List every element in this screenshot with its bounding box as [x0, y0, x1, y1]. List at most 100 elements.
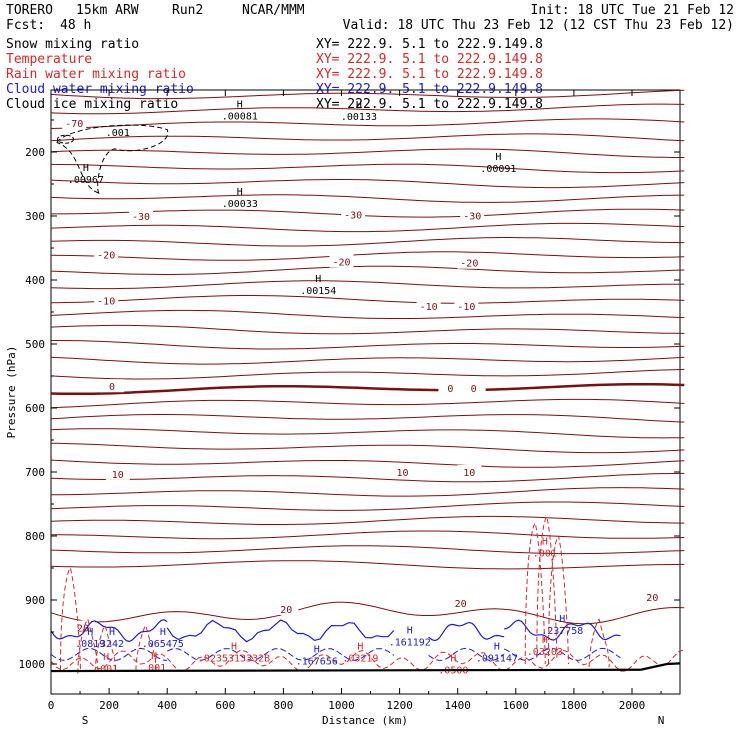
x-axis-south-label: S	[82, 714, 89, 727]
isotherm-line	[50, 515, 685, 525]
rain-high-value: .001	[94, 664, 118, 675]
isotherm-line	[50, 103, 685, 115]
isotherm-line	[50, 265, 685, 276]
cloud-water-contour-dashed	[167, 648, 395, 661]
isotherm-line	[50, 459, 685, 468]
rain-high-marker: H	[450, 654, 456, 665]
snow-high-value: .00154	[300, 286, 336, 297]
x-tick-label: 400	[157, 699, 177, 712]
isotherm-label-bg	[274, 601, 299, 615]
isotherm-line	[50, 442, 685, 454]
isotherm-label: -30	[132, 212, 150, 223]
isotherm-line	[50, 324, 685, 335]
rain-contour	[77, 618, 99, 674]
legend-field-xy: XY= 222.9. 5.1 to 222.9.149.8	[316, 97, 543, 112]
temperature-isotherms	[50, 89, 685, 625]
rain-high-marker: H	[542, 635, 548, 646]
x-tick-label: 800	[273, 699, 293, 712]
x-axis-title: Distance (km)	[322, 714, 408, 727]
snow-contours: .001	[56, 124, 169, 195]
y-axis-title: Pressure (hPa)	[5, 346, 18, 439]
legend-field-name: Cloud ice mixing ratio	[6, 97, 178, 112]
cloud-water-contour	[428, 622, 505, 642]
maxima-labels: H.00081H.00133H.00091H.00967H.00033H.001…	[68, 99, 584, 676]
isotherm-line	[50, 163, 685, 174]
isotherm-line	[51, 340, 685, 350]
model-org: NCAR/MMM	[242, 3, 305, 18]
cloud-water-contour-dashed	[50, 647, 168, 661]
cloud-water-high-value: .161192	[389, 638, 431, 649]
isotherm-label-bg	[457, 465, 482, 478]
isotherm-label-bg	[341, 207, 366, 221]
isotherm-line	[51, 487, 685, 497]
isotherm-line	[50, 428, 685, 439]
isotherm-label: -20	[97, 250, 115, 261]
snow-high-value: .00091	[480, 164, 516, 175]
rain-contour	[588, 618, 610, 668]
y-tick-label: 500	[25, 338, 45, 351]
field-legend: Snow mixing ratio XY= 222.9. 5.1 to 222.9…	[6, 37, 543, 112]
terrain-surface	[50, 662, 681, 673]
isotherm-line	[50, 414, 685, 423]
isotherm-line	[50, 530, 685, 540]
isotherm-label-bg	[94, 247, 119, 261]
cloud-water-contour-dashed	[428, 647, 505, 661]
isotherm-line	[51, 208, 685, 218]
model-resolution: 15km ARW	[76, 3, 139, 18]
cloud-water-high-marker: H	[407, 626, 413, 637]
isotherm-label: 20	[280, 605, 292, 616]
x-tick-label: 2000	[619, 699, 646, 712]
isotherm-labels: -70 -30 -30 -30 -20 -20 -20 -10 -10 -10 0 0 0 10 10 10 2…	[62, 116, 665, 635]
isotherm-label-bg	[438, 381, 463, 395]
rain-high-marker: H	[103, 652, 109, 663]
cloud-water-contour	[504, 619, 621, 641]
legend-field-xy: XY= 222.9. 5.1 to 222.9.149.8	[316, 37, 543, 52]
x-axis-north-label: N	[658, 714, 665, 727]
snow-high-marker: H	[356, 100, 362, 111]
x-tick-label: 1600	[503, 699, 530, 712]
model-run: Run2	[172, 3, 203, 18]
isotherm-line	[50, 560, 685, 570]
isotherm-line	[50, 133, 685, 142]
isotherm-label-bg	[94, 293, 119, 307]
snow-high-marker: H	[237, 99, 243, 110]
isotherm-line	[50, 89, 685, 100]
y-tick-label: 400	[25, 274, 45, 287]
rain-contours	[50, 516, 685, 674]
isotherm-label-bg	[100, 379, 125, 393]
isotherm-line	[50, 295, 685, 304]
isotherm-20-line	[50, 601, 685, 625]
isotherm-line	[50, 236, 685, 247]
isotherm-line	[50, 382, 685, 396]
isotherm-line	[50, 545, 685, 555]
init-time: Init: 18 UTC Tue 21 Feb 12	[531, 3, 735, 18]
isotherm-line	[50, 118, 685, 129]
x-tick-label: 200	[99, 699, 119, 712]
isotherm-label: 0	[447, 384, 453, 395]
forecast-label: Fcst:	[6, 18, 45, 33]
isotherm-label-bg	[448, 596, 473, 610]
isotherm-label-bg	[454, 299, 479, 313]
rain-contour-band	[50, 649, 685, 673]
cloud-water-high-marker: H	[87, 627, 93, 638]
isotherm-line	[50, 222, 685, 233]
isotherm-line	[50, 472, 685, 483]
forecast-hours: 48 h	[60, 18, 91, 33]
cloud-water-high-marker: H	[109, 627, 115, 638]
isotherm-line	[50, 356, 685, 365]
x-tick-label: 1400	[444, 699, 471, 712]
isotherm-label: -10	[457, 302, 475, 313]
rain-high-marker: H	[151, 651, 157, 662]
rain-high-value: .03203	[527, 647, 563, 658]
isotherm-label: 20	[455, 599, 467, 610]
snow-high-marker: H	[315, 274, 321, 285]
plot-frame	[50, 89, 681, 695]
y-tick-label: 600	[25, 402, 45, 415]
legend-field-name: Rain water mixing ratio	[6, 67, 186, 82]
legend-field-xy: XY= 222.9. 5.1 to 222.9.149.8	[316, 52, 543, 67]
x-tick-label: 600	[215, 699, 235, 712]
snow-contour	[56, 124, 169, 195]
isotherm-label-bg	[416, 299, 441, 313]
isotherm-line	[50, 280, 685, 290]
